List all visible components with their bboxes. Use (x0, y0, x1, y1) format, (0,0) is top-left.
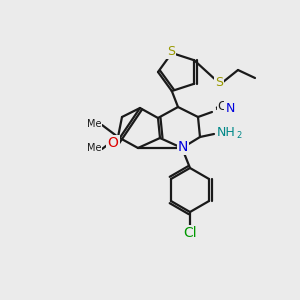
Text: O: O (108, 136, 118, 150)
Text: N: N (225, 101, 235, 115)
Text: S: S (215, 76, 223, 88)
Text: Me: Me (87, 143, 101, 153)
Text: NH: NH (217, 125, 236, 139)
Text: Cl: Cl (183, 226, 197, 240)
Text: N: N (178, 140, 188, 154)
Text: Me: Me (87, 119, 101, 129)
Text: 2: 2 (236, 130, 242, 140)
Text: C: C (218, 100, 226, 113)
Text: S: S (167, 46, 175, 59)
